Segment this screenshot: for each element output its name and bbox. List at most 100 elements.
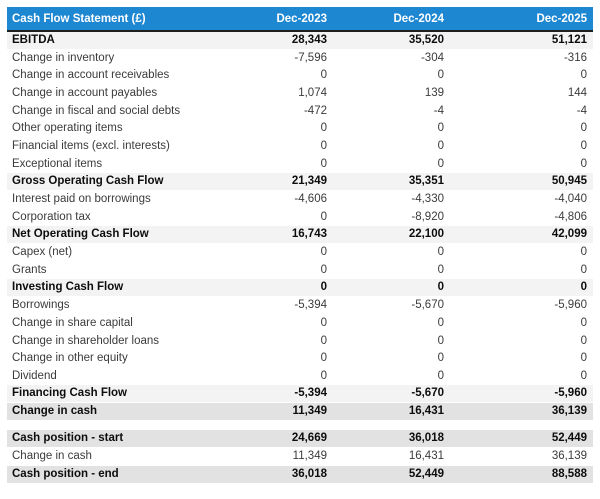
table-row: Change in account payables 1,074 139 144 (7, 84, 593, 102)
cell-value: 36,139 (450, 401, 593, 421)
row-label: Capex (net) (12, 246, 73, 259)
cell-value: 16,431 (333, 401, 450, 421)
row-label: Interest paid on borrowings (12, 193, 151, 206)
cell-value: 35,351 (333, 172, 450, 191)
table-row: Dividend 0 0 0 (7, 367, 593, 385)
table-row: Change in share capital 0 0 0 (7, 314, 593, 332)
summary-row: Cash position - start 24,669 36,018 52,449 (7, 428, 593, 448)
subtotal-row: Investing Cash Flow 0 0 0 (7, 278, 593, 297)
cell-value: 0 (320, 157, 327, 170)
cell-value: 0 (580, 69, 587, 82)
cell-value: -4,040 (554, 193, 587, 206)
cell-value: 22,100 (333, 225, 450, 244)
cell-value: 0 (320, 246, 327, 259)
row-label: Financing Cash Flow (7, 384, 221, 403)
row-label: Change in cash (12, 450, 92, 463)
table-row: Change in cash 11,349 16,431 36,139 (7, 447, 593, 465)
row-label: Change in cash (7, 401, 221, 421)
cell-value: -5,670 (411, 299, 444, 312)
cell-value: 0 (437, 369, 444, 382)
cell-value: 52,449 (450, 428, 593, 448)
table-row: Capex (net) 0 0 0 (7, 243, 593, 261)
row-label: Change in fiscal and social debts (12, 104, 181, 117)
cell-value: 0 (450, 278, 593, 297)
cell-value: 0 (437, 246, 444, 259)
row-label: Net Operating Cash Flow (7, 225, 221, 244)
cell-value: 88,588 (450, 464, 593, 484)
cell-value: -4 (576, 104, 587, 117)
row-label: Borrowings (12, 299, 70, 312)
row-label: Investing Cash Flow (7, 278, 221, 297)
cell-value: 139 (424, 86, 444, 99)
cell-value: 0 (320, 122, 327, 135)
cell-value: 0 (580, 263, 587, 276)
cash-flow-table: Cash Flow Statement (£) Dec-2023 Dec-202… (7, 7, 593, 484)
cell-value: 0 (580, 139, 587, 152)
cell-value: 0 (333, 278, 450, 297)
table-row: Borrowings -5,394 -5,670 -5,960 (7, 296, 593, 314)
row-label: Change in shareholder loans (12, 334, 160, 347)
cell-value: 24,669 (221, 428, 333, 448)
row-label: Change in share capital (12, 316, 133, 329)
cell-value: 36,018 (333, 428, 450, 448)
cell-value: 36,139 (551, 450, 587, 463)
table-row: Exceptional items 0 0 0 (7, 155, 593, 173)
cell-value: 144 (567, 86, 587, 99)
cell-value: 0 (437, 139, 444, 152)
cell-value: 35,520 (333, 31, 450, 49)
cell-value: 0 (320, 139, 327, 152)
subtotal-row: EBITDA 28,343 35,520 51,121 (7, 31, 593, 49)
table-row: Financial items (excl. interests) 0 0 0 (7, 137, 593, 155)
cell-value: 16,743 (221, 225, 333, 244)
row-label: Gross Operating Cash Flow (7, 172, 221, 191)
cell-value: -5,394 (221, 384, 333, 403)
cell-value: -8,920 (411, 210, 444, 223)
table-row: Grants 0 0 0 (7, 261, 593, 279)
cell-value: 0 (580, 352, 587, 365)
row-label: EBITDA (7, 31, 221, 49)
row-label: Change in account receivables (12, 69, 170, 82)
row-label: Dividend (12, 369, 57, 382)
cash-flow-statement-page: Cash Flow Statement (£) Dec-2023 Dec-202… (7, 7, 593, 484)
table-row: Corporation tax 0 -8,920 -4,806 (7, 208, 593, 226)
cell-value: 28,343 (221, 31, 333, 49)
table-row: Change in shareholder loans 0 0 0 (7, 332, 593, 350)
cell-value: 0 (580, 122, 587, 135)
table-row: Other operating items 0 0 0 (7, 119, 593, 137)
cell-value: 50,945 (450, 172, 593, 191)
cell-value: 0 (580, 334, 587, 347)
cell-value: 0 (580, 246, 587, 259)
cell-value: -304 (420, 51, 444, 64)
cell-value: 0 (437, 122, 444, 135)
cell-value: 16,431 (408, 450, 444, 463)
cell-value: -7,596 (294, 51, 327, 64)
subtotal-row: Financing Cash Flow -5,394 -5,670 -5,960 (7, 384, 593, 403)
cell-value: 0 (320, 69, 327, 82)
cell-value: 1,074 (298, 86, 327, 99)
row-label: Cash position - start (7, 428, 221, 448)
cell-value: 0 (320, 316, 327, 329)
table-body: EBITDA 28,343 35,520 51,121 Change in invent… (7, 31, 593, 484)
cell-value: 0 (320, 352, 327, 365)
cell-value: 0 (437, 316, 444, 329)
cell-value: 0 (320, 334, 327, 347)
cell-value: -4,330 (411, 193, 444, 206)
row-label: Change in inventory (12, 51, 115, 64)
row-label: Exceptional items (12, 157, 103, 170)
cell-value: 0 (580, 316, 587, 329)
cell-value: -4 (433, 104, 444, 117)
table-row: Change in account receivables 0 0 0 (7, 66, 593, 84)
row-label: Change in other equity (12, 352, 128, 365)
cell-value: 11,349 (221, 401, 333, 421)
cell-value: 0 (437, 69, 444, 82)
row-label: Financial items (excl. interests) (12, 139, 170, 152)
cell-value: -316 (563, 51, 587, 64)
column-header-dec-2023: Dec-2023 (221, 7, 333, 32)
cell-value: -5,394 (294, 299, 327, 312)
table-row: Change in other equity 0 0 0 (7, 349, 593, 367)
section-spacer (7, 420, 593, 430)
cell-value: 0 (320, 210, 327, 223)
cell-value: 36,018 (221, 464, 333, 484)
cell-value: 0 (580, 369, 587, 382)
cell-value: 0 (320, 369, 327, 382)
